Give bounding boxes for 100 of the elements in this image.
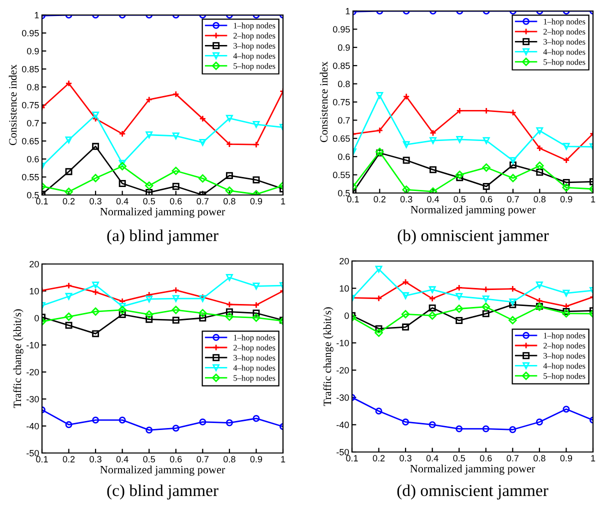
y-tick-label: 0.75 bbox=[22, 102, 39, 108]
y-tick-label: -50 bbox=[336, 448, 349, 456]
y-tick-label: 1 bbox=[34, 12, 39, 18]
y-tick-label: -40 bbox=[336, 422, 349, 428]
legend-label: 3–hop nodes bbox=[234, 42, 276, 50]
x-tick-label: 1 bbox=[281, 198, 286, 204]
y-tick-label: -40 bbox=[26, 422, 39, 430]
x-tick-label: 0.7 bbox=[506, 455, 518, 462]
x-tick-label: 0.3 bbox=[400, 455, 412, 462]
legend-label: 2–hop nodes bbox=[234, 344, 276, 352]
x-tick-label: 0.8 bbox=[534, 455, 546, 462]
x-tick-label: 1 bbox=[591, 455, 596, 462]
x-tick-label: 0.9 bbox=[250, 198, 262, 204]
legend-label: 1–hop nodes bbox=[544, 332, 586, 340]
y-tick-label: -30 bbox=[26, 396, 39, 402]
y-axis-title: Consistence index bbox=[320, 62, 328, 142]
x-tick-label: 0.2 bbox=[62, 198, 75, 204]
y-tick-label: -20 bbox=[336, 367, 349, 374]
y-tick-label: 0.55 bbox=[22, 174, 39, 180]
x-axis-title: Normalized jamming power bbox=[410, 464, 536, 475]
x-tick-label: 0.4 bbox=[116, 456, 128, 462]
legend-label: 1–hop nodes bbox=[544, 18, 586, 26]
x-tick-label: 0.7 bbox=[196, 456, 208, 462]
y-axis-title: Traffic change (kbit/s) bbox=[323, 307, 334, 406]
y-tick-label: 10 bbox=[30, 288, 39, 294]
x-tick-label: 0.6 bbox=[480, 455, 492, 462]
x-tick-label: 0.8 bbox=[534, 196, 546, 202]
x-tick-label: 0.2 bbox=[62, 456, 75, 462]
y-tick-label: 0.9 bbox=[338, 44, 350, 51]
y-tick-label: 0.55 bbox=[333, 172, 350, 178]
y-tick-label: 0.8 bbox=[338, 80, 350, 88]
y-tick-label: -10 bbox=[336, 340, 349, 346]
y-tick-label: 0.9 bbox=[27, 48, 39, 54]
y-tick-label: 0.75 bbox=[333, 98, 350, 106]
y-tick-label: -20 bbox=[26, 368, 39, 376]
legend-label: 5–hop nodes bbox=[544, 372, 586, 381]
x-axis-title: Normalized jamming power bbox=[100, 466, 226, 476]
x-tick-label: 0.5 bbox=[454, 196, 466, 202]
y-tick-label: 0.8 bbox=[27, 84, 39, 90]
x-tick-label: 0.3 bbox=[90, 456, 102, 462]
legend-label: 5–hop nodes bbox=[234, 62, 276, 71]
x-tick-label: 0.9 bbox=[250, 456, 262, 462]
legend-label: 5–hop nodes bbox=[234, 374, 276, 383]
y-tick-label: -10 bbox=[26, 342, 39, 348]
y-tick-label: 0.95 bbox=[22, 30, 39, 36]
y-tick-label: 0 bbox=[344, 312, 349, 319]
y-tick-label: 10 bbox=[340, 285, 349, 292]
y-tick-label: 0.65 bbox=[333, 135, 350, 142]
x-tick-label: 0.1 bbox=[36, 456, 48, 462]
x-tick-label: 0.4 bbox=[427, 196, 440, 202]
x-tick-label: 0.2 bbox=[374, 196, 386, 202]
y-tick-label: 20 bbox=[30, 260, 39, 268]
y-tick-label: 0.6 bbox=[27, 156, 39, 162]
text: (b) omniscient jammer bbox=[398, 229, 549, 245]
text: (d) omniscient jammer bbox=[397, 484, 548, 500]
x-tick-label: 0.9 bbox=[560, 196, 572, 202]
x-tick-label: 0.1 bbox=[36, 198, 48, 204]
x-tick-label: 0.6 bbox=[170, 198, 182, 204]
x-tick-label: 0.2 bbox=[372, 455, 385, 462]
x-tick-label: 0.7 bbox=[507, 196, 519, 202]
x-tick-label: 0.8 bbox=[224, 456, 236, 462]
x-tick-label: 0.1 bbox=[346, 455, 358, 462]
x-tick-label: 0.9 bbox=[560, 455, 572, 462]
x-tick-label: 0.3 bbox=[90, 198, 102, 204]
legend-label: 2–hop nodes bbox=[544, 28, 586, 36]
x-tick-label: 0.4 bbox=[116, 198, 128, 204]
text: (c) blind jammer bbox=[107, 484, 218, 500]
x-axis-title: Normalized jamming power bbox=[100, 208, 226, 218]
legend-label: 4–hop nodes bbox=[543, 362, 586, 370]
text: (a) blind jammer bbox=[107, 229, 218, 245]
y-tick-label: 20 bbox=[340, 258, 349, 264]
x-tick-label: 0.6 bbox=[480, 196, 492, 202]
y-tick-label: 0.65 bbox=[22, 138, 39, 144]
legend-label: 3–hop nodes bbox=[544, 38, 586, 46]
legend-label: 3–hop nodes bbox=[544, 352, 586, 360]
x-tick-label: 0.5 bbox=[143, 198, 156, 204]
legend-label: 4–hop nodes bbox=[233, 364, 276, 372]
x-tick-label: 0.5 bbox=[453, 455, 466, 462]
legend-label: 5–hop nodes bbox=[544, 58, 586, 67]
y-tick-label: -50 bbox=[26, 450, 39, 456]
y-tick-label: 0 bbox=[34, 314, 39, 322]
x-tick-label: 0.3 bbox=[400, 196, 412, 202]
y-tick-label: 0.6 bbox=[338, 154, 350, 160]
y-axis-title: Traffic change (kbit/s) bbox=[13, 309, 24, 408]
x-tick-label: 0.1 bbox=[347, 196, 359, 202]
x-tick-label: 0.8 bbox=[224, 198, 236, 204]
legend-label: 1–hop nodes bbox=[234, 22, 276, 30]
legend-label: 4–hop nodes bbox=[543, 48, 586, 56]
legend-label: 4–hop nodes bbox=[233, 52, 276, 60]
y-tick-label: 0.7 bbox=[27, 120, 39, 126]
x-tick-label: 0.4 bbox=[426, 455, 438, 462]
y-tick-label: -30 bbox=[336, 394, 349, 401]
y-tick-label: 1 bbox=[346, 8, 350, 14]
legend-label: 2–hop nodes bbox=[544, 342, 586, 350]
y-tick-label: 0.85 bbox=[333, 62, 350, 69]
y-tick-label: 0.95 bbox=[333, 26, 350, 33]
legend-label: 1–hop nodes bbox=[234, 334, 276, 342]
y-tick-label: 0.7 bbox=[338, 117, 350, 124]
x-tick-label: 1 bbox=[591, 196, 596, 202]
x-tick-label: 1 bbox=[281, 456, 286, 462]
